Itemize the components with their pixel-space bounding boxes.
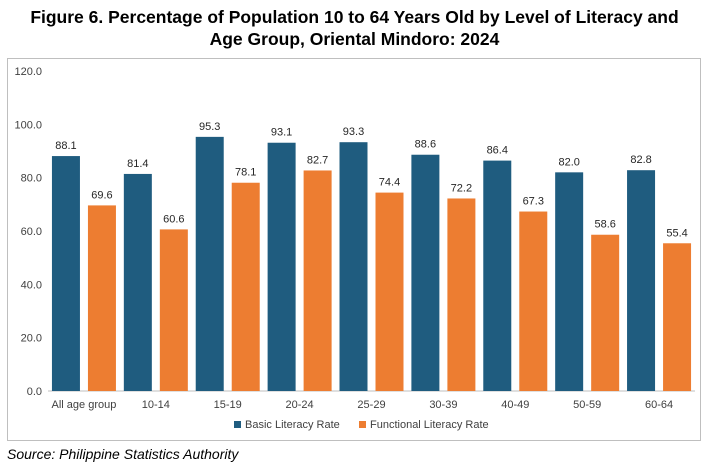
functional-literacy-bar — [231, 182, 260, 391]
data-label: 74.4 — [379, 177, 400, 189]
data-label: 58.6 — [594, 219, 615, 231]
x-tick-label: 50-59 — [573, 399, 601, 411]
x-tick-label: 40-49 — [501, 399, 529, 411]
functional-literacy-bar — [591, 234, 620, 391]
functional-literacy-bar — [159, 229, 188, 391]
x-tick-label: 10-14 — [142, 399, 170, 411]
data-label: 93.1 — [271, 127, 292, 139]
x-tick-label: All age group — [52, 399, 117, 411]
data-label: 88.1 — [55, 140, 76, 152]
legend-label: Basic Literacy Rate — [245, 419, 340, 431]
chart-area: 0.0 20.0 40.0 60.0 80.0 100.0 120.0 88.1 69.6 All… — [7, 58, 701, 441]
x-tick-label: 15-19 — [214, 399, 242, 411]
chart-title-line-1: Figure 6. Percentage of Population 10 to… — [30, 7, 679, 27]
functional-literacy-bar — [87, 205, 116, 391]
data-label: 69.6 — [91, 189, 112, 201]
functional-literacy-bar — [519, 211, 548, 391]
data-label: 86.4 — [487, 145, 508, 157]
basic-literacy-bar — [267, 142, 296, 391]
basic-literacy-bar — [195, 136, 224, 391]
legend-swatch — [234, 421, 241, 428]
basic-literacy-bar — [51, 156, 80, 391]
y-tick-label: 120.0 — [14, 66, 42, 78]
basic-literacy-bar — [411, 154, 440, 391]
x-tick-label: 30-39 — [429, 399, 457, 411]
data-label: 78.1 — [235, 167, 256, 179]
functional-literacy-bar — [303, 170, 332, 391]
basic-literacy-bar — [555, 172, 584, 391]
data-label: 93.3 — [343, 126, 364, 138]
functional-literacy-bar — [447, 198, 476, 391]
x-tick-label: 60-64 — [645, 399, 673, 411]
basic-literacy-bar — [339, 142, 368, 391]
x-tick-label: 25-29 — [357, 399, 385, 411]
source-note: Source: Philippine Statistics Authority — [7, 446, 239, 462]
functional-literacy-bar — [375, 192, 404, 391]
data-label: 82.8 — [630, 154, 651, 166]
data-label: 88.6 — [415, 139, 436, 151]
y-tick-label: 100.0 — [14, 119, 42, 131]
data-label: 55.4 — [666, 227, 687, 239]
data-label: 95.3 — [199, 121, 220, 133]
data-label: 82.0 — [558, 156, 579, 168]
data-label: 60.6 — [163, 213, 184, 225]
y-tick-label: 40.0 — [21, 279, 42, 291]
bar-chart: 0.0 20.0 40.0 60.0 80.0 100.0 120.0 88.1 69.6 All… — [14, 66, 695, 431]
functional-literacy-bar — [663, 243, 692, 391]
legend-swatch — [359, 421, 366, 428]
y-tick-label: 0.0 — [27, 386, 42, 398]
data-label: 81.4 — [127, 158, 148, 170]
data-label: 72.2 — [451, 182, 472, 194]
basic-literacy-bar — [627, 170, 656, 391]
x-tick-label: 20-24 — [286, 399, 314, 411]
data-label: 82.7 — [307, 154, 328, 166]
y-tick-label: 20.0 — [21, 333, 42, 345]
chart-title: Figure 6. Percentage of Population 10 to… — [0, 6, 709, 50]
y-tick-label: 60.0 — [21, 226, 42, 238]
legend-label: Functional Literacy Rate — [370, 419, 489, 431]
chart-title-line-2: Age Group, Oriental Mindoro: 2024 — [209, 29, 500, 49]
basic-literacy-bar — [123, 173, 152, 391]
basic-literacy-bar — [483, 160, 512, 391]
y-tick-label: 80.0 — [21, 173, 42, 185]
data-label: 67.3 — [523, 196, 544, 208]
